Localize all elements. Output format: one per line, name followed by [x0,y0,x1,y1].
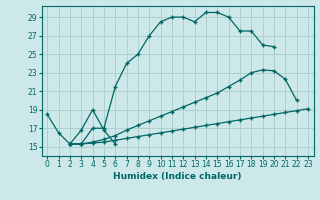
X-axis label: Humidex (Indice chaleur): Humidex (Indice chaleur) [113,172,242,181]
